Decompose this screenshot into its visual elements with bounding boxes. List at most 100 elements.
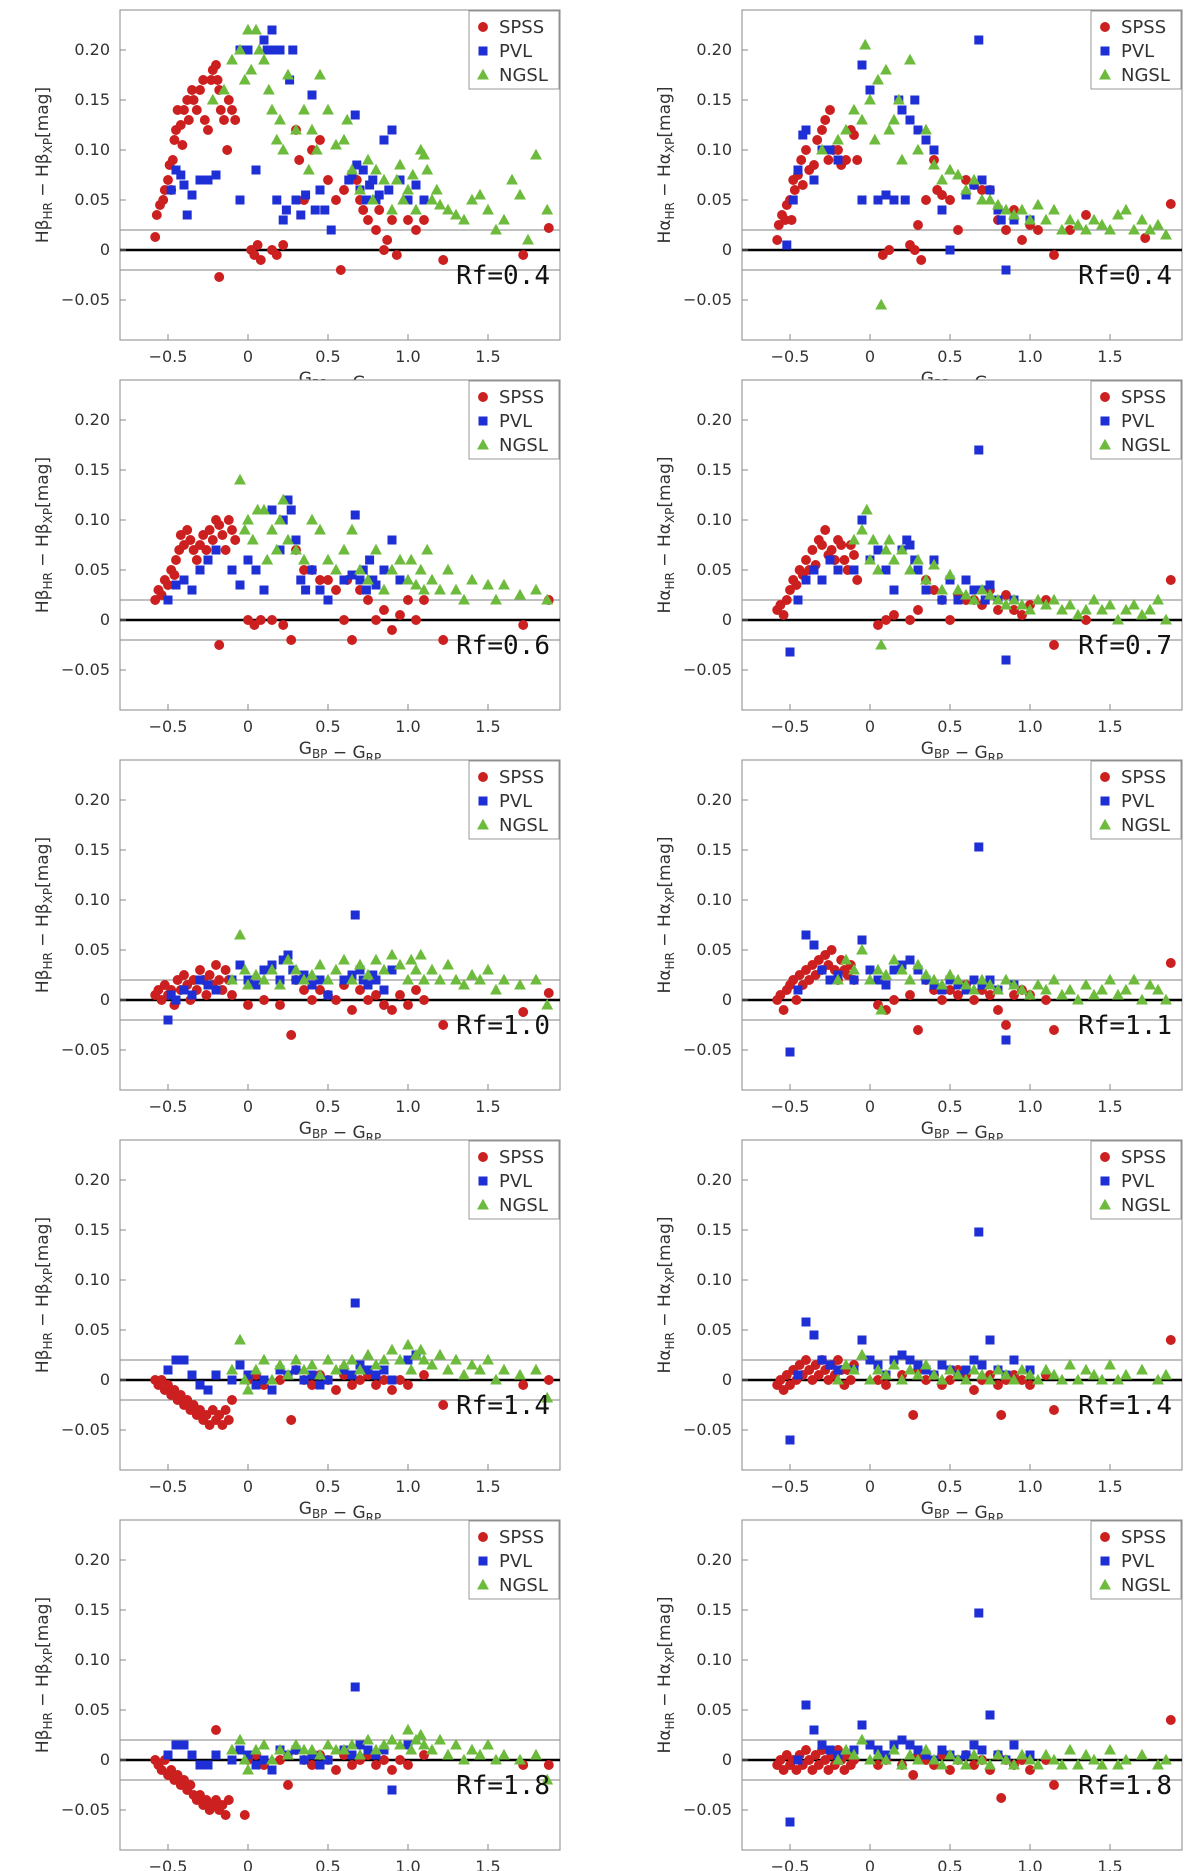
legend-label-spss: SPSS xyxy=(1121,17,1166,38)
point-pvl xyxy=(929,980,939,990)
point-pvl xyxy=(326,225,336,235)
point-spss xyxy=(953,225,963,235)
point-ngsl xyxy=(482,963,494,975)
point-pvl xyxy=(171,995,181,1005)
point-spss xyxy=(801,1745,811,1755)
point-pvl xyxy=(785,647,795,657)
point-ngsl xyxy=(330,138,342,150)
y-tick-label: −0.05 xyxy=(61,660,110,679)
point-pvl xyxy=(350,910,360,920)
point-ngsl xyxy=(266,1753,278,1765)
point-ngsl xyxy=(402,973,414,985)
point-ngsl xyxy=(1144,223,1156,235)
point-ngsl xyxy=(474,1363,486,1375)
point-ngsl xyxy=(277,143,290,155)
point-ngsl xyxy=(302,163,315,175)
point-ngsl xyxy=(402,1723,414,1735)
point-ngsl xyxy=(1080,223,1092,235)
point-ngsl xyxy=(458,213,470,225)
point-ngsl xyxy=(1096,1373,1108,1385)
point-ngsl xyxy=(1032,1373,1044,1385)
legend-marker-spss xyxy=(478,22,488,32)
point-pvl xyxy=(1009,1740,1019,1750)
point-ngsl xyxy=(530,583,542,595)
y-tick-label: 0.20 xyxy=(74,1170,110,1189)
point-ngsl xyxy=(330,963,342,975)
point-ngsl xyxy=(1048,973,1060,985)
legend: SPSS PVL NGSL xyxy=(1090,1520,1182,1600)
point-ngsl xyxy=(514,188,526,200)
point-pvl xyxy=(259,35,269,45)
series-ngsl xyxy=(832,1348,1172,1385)
y-tick-label: −0.05 xyxy=(61,1040,110,1059)
point-ngsl xyxy=(458,1368,470,1380)
point-pvl xyxy=(339,575,349,585)
point-spss xyxy=(1165,958,1176,968)
point-ngsl xyxy=(266,523,278,535)
x-tick-label: 0.5 xyxy=(315,1477,340,1496)
legend-label-ngsl: NGSL xyxy=(499,815,548,836)
point-ngsl xyxy=(354,183,366,195)
point-pvl xyxy=(379,1365,389,1375)
point-pvl xyxy=(187,585,197,595)
point-pvl xyxy=(296,575,306,585)
y-tick-label: 0.10 xyxy=(74,510,110,529)
point-ngsl xyxy=(498,973,510,985)
y-tick-label: 0.15 xyxy=(696,90,732,109)
point-pvl xyxy=(977,1745,987,1755)
point-ngsl xyxy=(466,573,478,585)
point-pvl xyxy=(387,1785,397,1795)
point-ngsl xyxy=(1120,603,1132,615)
y-axis-label: HαHR − HαXP[mag] xyxy=(655,457,677,614)
x-tick-label: 1.0 xyxy=(1017,1097,1042,1116)
point-ngsl xyxy=(1016,598,1028,610)
series-ngsl xyxy=(848,503,1172,650)
point-spss xyxy=(188,95,199,105)
legend-marker-pvl xyxy=(478,1556,488,1566)
point-spss xyxy=(1065,225,1075,235)
point-pvl xyxy=(288,45,298,55)
point-spss xyxy=(945,1375,955,1385)
point-ngsl xyxy=(414,1343,427,1355)
point-pvl xyxy=(275,45,285,55)
point-ngsl xyxy=(976,1368,988,1380)
legend-label-ngsl: NGSL xyxy=(1121,815,1170,836)
rf-label: Rf=0.4 xyxy=(1078,261,1172,291)
point-pvl xyxy=(251,980,261,990)
point-ngsl xyxy=(944,1748,956,1760)
series-pvl xyxy=(782,35,1035,275)
point-ngsl xyxy=(386,948,398,960)
point-pvl xyxy=(235,1360,245,1370)
point-pvl xyxy=(163,1365,173,1375)
point-ngsl xyxy=(402,1338,414,1350)
point-ngsl xyxy=(840,1743,852,1755)
point-pvl xyxy=(825,145,835,155)
point-ngsl xyxy=(896,963,908,975)
point-ngsl xyxy=(1072,608,1084,620)
point-spss xyxy=(1041,995,1051,1005)
point-pvl xyxy=(937,595,947,605)
point-ngsl xyxy=(410,963,422,975)
point-spss xyxy=(371,615,381,625)
point-pvl xyxy=(857,935,867,945)
point-pvl xyxy=(910,95,920,105)
y-tick-label: 0.10 xyxy=(696,140,732,159)
series-pvl xyxy=(166,25,429,235)
x-tick-label: 0.5 xyxy=(937,717,962,736)
point-ngsl xyxy=(354,1748,366,1760)
y-tick-label: 0.05 xyxy=(696,940,732,959)
point-ngsl xyxy=(238,523,251,535)
point-pvl xyxy=(291,975,301,985)
data-points xyxy=(772,35,1176,310)
point-ngsl xyxy=(880,968,892,980)
point-ngsl xyxy=(864,553,876,565)
point-spss xyxy=(227,525,237,535)
point-ngsl xyxy=(1008,208,1020,220)
point-spss xyxy=(825,105,835,115)
point-pvl xyxy=(881,565,891,575)
point-pvl xyxy=(323,1755,333,1765)
point-spss xyxy=(331,1765,341,1775)
point-ngsl xyxy=(450,1738,462,1750)
point-ngsl xyxy=(418,1353,430,1365)
legend-label-ngsl: NGSL xyxy=(499,65,548,86)
